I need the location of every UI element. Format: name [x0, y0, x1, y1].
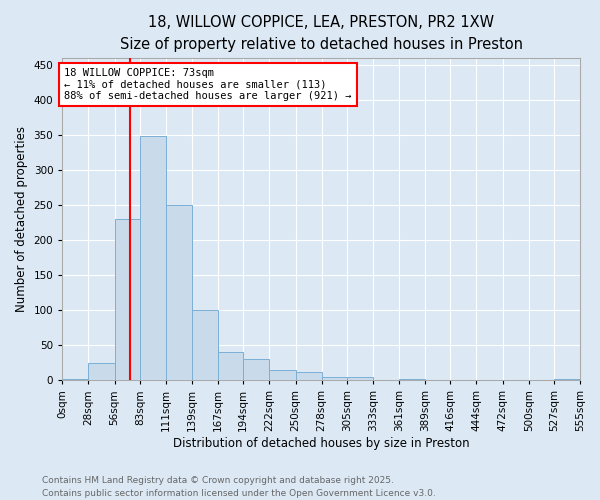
Bar: [347, 377, 373, 380]
Bar: [140, 136, 166, 380]
Text: Contains HM Land Registry data © Crown copyright and database right 2025.
Contai: Contains HM Land Registry data © Crown c…: [42, 476, 436, 498]
Bar: [322, 378, 347, 380]
Bar: [115, 219, 140, 380]
Bar: [243, 359, 269, 380]
Bar: [192, 310, 218, 380]
Y-axis label: Number of detached properties: Number of detached properties: [15, 126, 28, 312]
Bar: [166, 205, 192, 380]
Bar: [218, 352, 243, 380]
X-axis label: Distribution of detached houses by size in Preston: Distribution of detached houses by size …: [173, 437, 469, 450]
Bar: [554, 379, 580, 380]
Text: 18 WILLOW COPPICE: 73sqm
← 11% of detached houses are smaller (113)
88% of semi-: 18 WILLOW COPPICE: 73sqm ← 11% of detach…: [64, 68, 352, 102]
Bar: [62, 379, 88, 380]
Bar: [399, 379, 425, 380]
Bar: [296, 372, 322, 380]
Bar: [88, 363, 115, 380]
Title: 18, WILLOW COPPICE, LEA, PRESTON, PR2 1XW
Size of property relative to detached : 18, WILLOW COPPICE, LEA, PRESTON, PR2 1X…: [119, 15, 523, 52]
Bar: [269, 370, 296, 380]
